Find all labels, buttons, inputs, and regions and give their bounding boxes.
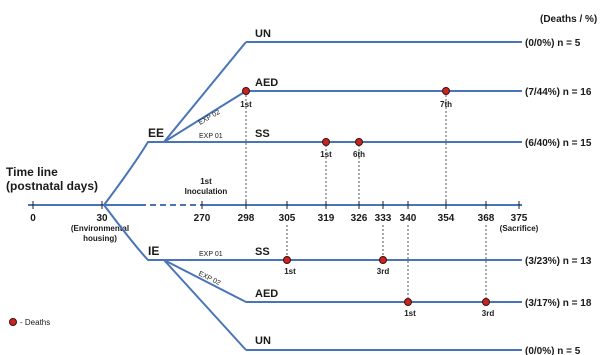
legend-deaths-label: - Deaths [20,318,50,327]
inoculation-label: 1st [200,177,212,186]
death-dot-ie-aed-last [482,298,490,306]
tick-label-30: 30 [96,213,108,224]
ie-trunk [103,204,164,261]
deaths-percent-header: (Deaths / %) [540,14,597,25]
ie-un-label: UN [255,335,271,347]
ee-un-diagonal [163,41,247,143]
ee-ss-label: SS [255,128,270,140]
tick-label-305: 305 [279,213,296,224]
ee-aed-stat: (7/44%) n = 16 [525,87,592,98]
death-dot-ee-ss-last [355,138,363,146]
tick-label-375: 375 [511,213,528,224]
environmental-housing-label-2: housing) [83,234,117,243]
tick-label-0: 0 [30,213,36,224]
death-dot-ee-aed-last [442,87,450,95]
ie-aed-first-label: 1st [404,309,416,318]
death-dot-ee-ss-first [322,138,330,146]
tick-label-333: 333 [375,213,392,224]
ee-aed-diagonal [163,90,247,143]
ee-aed-exp: EXP 02 [198,109,222,127]
ie-group-label: IE [148,244,159,258]
ee-group-label: EE [148,126,164,140]
ie-un-diagonal [163,259,247,351]
tick-label-340: 340 [400,213,417,224]
ee-aed-first-label: 1st [240,100,252,109]
inoculation-label-2: Inoculation [185,187,228,196]
ee-aed-last-label: 7th [440,100,452,109]
ee-ss-first-label: 1st [320,150,332,159]
tick-label-298: 298 [238,213,255,224]
ie-ss-stat: (3/23%) n = 13 [525,256,592,267]
ee-ss-last-label: 6th [353,150,365,159]
timeline-ticks [32,201,520,209]
death-dot-ie-ss-last [379,256,387,264]
ie-ss-label: SS [255,246,270,258]
death-dot-ee-aed-first [242,87,250,95]
ee-aed-label: AED [255,77,278,89]
tick-label-368: 368 [478,213,495,224]
tick-label-326: 326 [351,213,368,224]
death-dot-ie-aed-first [404,298,412,306]
ie-ss-exp: EXP 01 [199,251,223,258]
ie-ss-first-label: 1st [284,267,296,276]
environmental-housing-label: (Environmental [71,224,129,233]
ie-ss-last-label: 3rd [377,267,390,276]
sacrifice-label: (Sacrifice) [500,224,539,233]
ie-aed-last-label: 3rd [482,309,495,318]
legend-death-icon [9,318,17,326]
ee-trunk [103,141,164,206]
ie-aed-stat: (3/17%) n = 18 [525,298,592,309]
ie-un-stat: (0/0%) n = 5 [525,346,581,355]
ie-aed-label: AED [255,288,278,300]
ee-un-stat: (0/0%) n = 5 [525,38,581,49]
tick-label-354: 354 [438,213,455,224]
timeline-subtitle: (postnatal days) [6,179,98,193]
death-dot-ie-ss-first [283,256,291,264]
timeline-title: Time line [6,165,58,179]
ie-aed-diagonal [163,259,247,303]
ee-ss-stat: (6/40%) n = 15 [525,138,592,149]
ee-ss-exp: EXP 01 [199,133,223,140]
tick-label-270: 270 [194,213,211,224]
tick-label-319: 319 [318,213,335,224]
ee-un-label: UN [255,28,271,40]
